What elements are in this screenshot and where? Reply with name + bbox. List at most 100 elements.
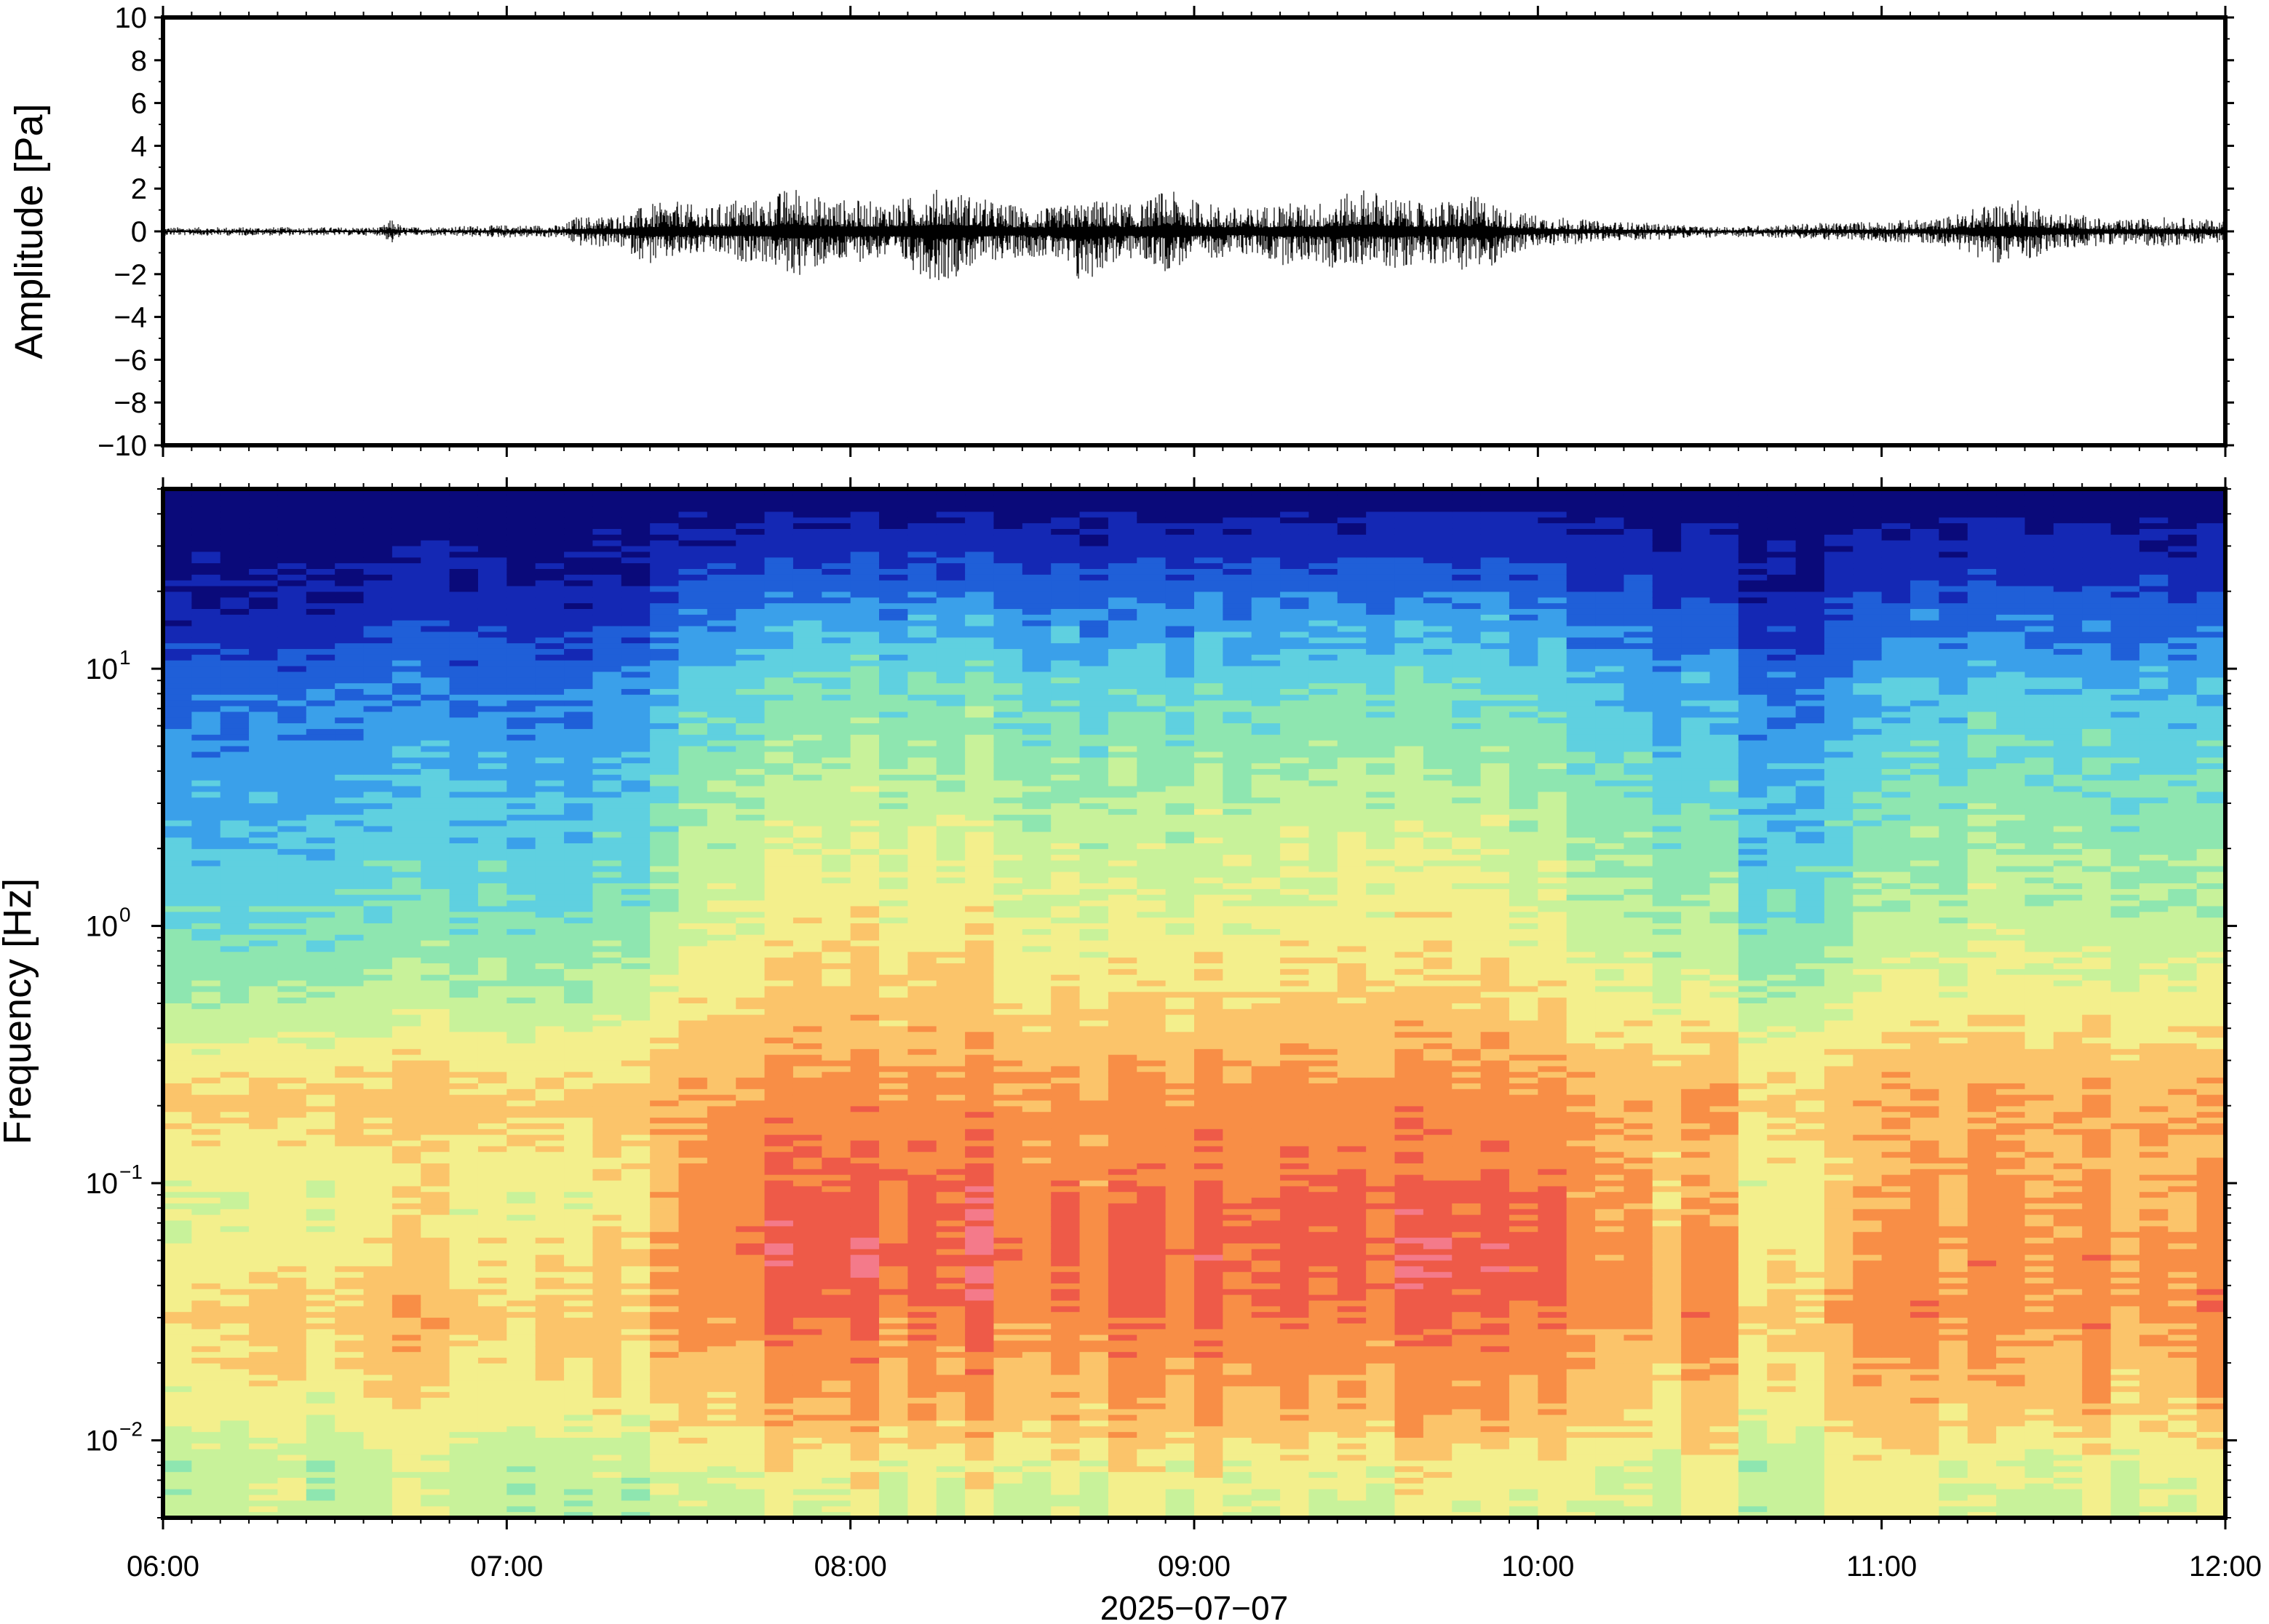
spectrogram-cell bbox=[879, 980, 908, 987]
spectrogram-cell bbox=[822, 1094, 851, 1102]
spectrogram-cell bbox=[764, 1026, 794, 1032]
spectrogram-cell bbox=[421, 586, 450, 592]
spectrogram-cell bbox=[592, 734, 622, 741]
spectrogram-cell bbox=[621, 1300, 651, 1307]
spectrogram-cell bbox=[621, 1174, 651, 1182]
spectrogram-cell bbox=[220, 1386, 250, 1393]
spectrogram-cell bbox=[163, 1506, 192, 1513]
spectrogram-cell bbox=[564, 912, 594, 918]
spectrogram-cell bbox=[392, 672, 421, 678]
spectrogram-cell bbox=[535, 1346, 565, 1353]
spectrogram-cell bbox=[163, 1420, 192, 1427]
spectrogram-cell bbox=[392, 1398, 421, 1404]
spectrogram-cell bbox=[506, 923, 536, 930]
spectrogram-cell bbox=[650, 998, 680, 1004]
spectrogram-cell bbox=[764, 1088, 794, 1096]
spectrogram-cell bbox=[392, 1472, 421, 1478]
spectrogram-cell bbox=[163, 843, 192, 850]
spectrogram-cell bbox=[220, 1512, 250, 1518]
spectrogram-cell bbox=[621, 672, 651, 678]
spectrogram-cell bbox=[191, 1334, 221, 1342]
spectrogram-cell bbox=[535, 1500, 565, 1507]
spectrogram-cell bbox=[621, 1078, 651, 1084]
spectrogram-cell bbox=[335, 1318, 365, 1324]
spectrogram-cell bbox=[335, 1494, 365, 1502]
spectrogram-cell bbox=[163, 1363, 192, 1370]
spectrogram-cell bbox=[306, 1443, 335, 1450]
spectrogram-cell bbox=[707, 1249, 736, 1256]
spectrogram-cell bbox=[220, 1323, 250, 1330]
spectrogram-cell bbox=[191, 888, 221, 896]
spectrogram-cell bbox=[335, 768, 365, 776]
spectrogram-cell bbox=[707, 832, 736, 838]
spectrogram-cell bbox=[650, 986, 680, 992]
spectrogram-cell bbox=[678, 1203, 708, 1210]
spectrogram-cell bbox=[335, 534, 365, 541]
spectrogram-cell bbox=[822, 1140, 851, 1147]
spectrogram-cell bbox=[764, 1494, 794, 1502]
spectrogram-cell bbox=[335, 683, 365, 690]
spectrogram-cell bbox=[277, 1094, 307, 1102]
spectrogram-cell bbox=[592, 1118, 622, 1124]
spectrogram-cell bbox=[907, 968, 937, 976]
spectrogram-cell bbox=[335, 912, 365, 918]
spectrogram-cell bbox=[477, 1369, 507, 1376]
spectrogram-cell bbox=[363, 866, 393, 872]
spectrogram-cell bbox=[678, 1398, 708, 1404]
spectrogram-cell bbox=[163, 780, 192, 787]
spectrogram-cell bbox=[449, 1232, 479, 1238]
spectrogram-cell bbox=[879, 1226, 908, 1233]
spectrogram-cell bbox=[306, 1249, 335, 1256]
spectrogram-cell bbox=[592, 1003, 622, 1010]
spectrogram-cell bbox=[220, 958, 250, 964]
spectrogram-cell bbox=[822, 700, 851, 707]
spectrogram-cell bbox=[792, 912, 822, 918]
spectrogram-cell bbox=[277, 1494, 307, 1502]
spectrogram-cell bbox=[907, 688, 937, 696]
spectrogram-cell bbox=[335, 1392, 365, 1398]
spectrogram-cell bbox=[850, 1226, 880, 1233]
spectrogram-cell bbox=[249, 1088, 279, 1096]
spectrogram-cell bbox=[535, 608, 565, 616]
spectrogram-cell bbox=[335, 958, 365, 964]
spectrogram-cell bbox=[220, 512, 250, 518]
spectrogram-cell bbox=[678, 1066, 708, 1072]
spectrogram-cell bbox=[506, 1300, 536, 1307]
spectrogram-cell bbox=[736, 848, 766, 856]
spectrogram-cell bbox=[822, 574, 851, 581]
spectrogram-cell bbox=[736, 1038, 766, 1044]
spectrogram-cell bbox=[220, 1340, 250, 1347]
spectrogram-cell bbox=[879, 1358, 908, 1364]
spectrogram-cell bbox=[191, 1283, 221, 1290]
spectrogram-cell bbox=[822, 489, 851, 495]
spectrogram-cell bbox=[277, 557, 307, 564]
spectrogram-cell bbox=[191, 934, 221, 942]
spectrogram-cell bbox=[363, 1506, 393, 1513]
spectrogram-cell bbox=[477, 1072, 507, 1078]
spectrogram-cell bbox=[936, 900, 966, 907]
spectrogram-cell bbox=[506, 1426, 536, 1433]
spectrogram-cell bbox=[650, 1386, 680, 1393]
spectrogram-cell bbox=[564, 1203, 594, 1210]
spectrogram-cell bbox=[477, 1289, 507, 1296]
spectrogram-cell bbox=[335, 1398, 365, 1404]
spectrogram-cell bbox=[822, 1203, 851, 1210]
spectrogram-cell bbox=[879, 1443, 908, 1450]
spectrogram-cell bbox=[392, 1289, 421, 1296]
spectrogram-cell bbox=[249, 512, 279, 518]
spectrogram-cell bbox=[277, 648, 307, 656]
spectrogram-cell bbox=[592, 1283, 622, 1290]
spectrogram-cell bbox=[535, 1020, 565, 1027]
spectrogram-cell bbox=[421, 597, 450, 604]
spectrogram-cell bbox=[621, 934, 651, 942]
spectrogram-cell bbox=[421, 1432, 450, 1438]
spectrogram-cell bbox=[592, 1432, 622, 1438]
spectrogram-cell bbox=[421, 1232, 450, 1238]
spectrogram-cell bbox=[650, 1083, 680, 1090]
spectrogram-cell bbox=[736, 1060, 766, 1067]
spectrogram-cell bbox=[650, 854, 680, 861]
spectrogram-cell bbox=[707, 1174, 736, 1182]
spectrogram-cell bbox=[191, 1220, 221, 1227]
spectrogram-cell bbox=[650, 552, 680, 558]
spectrogram-cell bbox=[736, 528, 766, 536]
